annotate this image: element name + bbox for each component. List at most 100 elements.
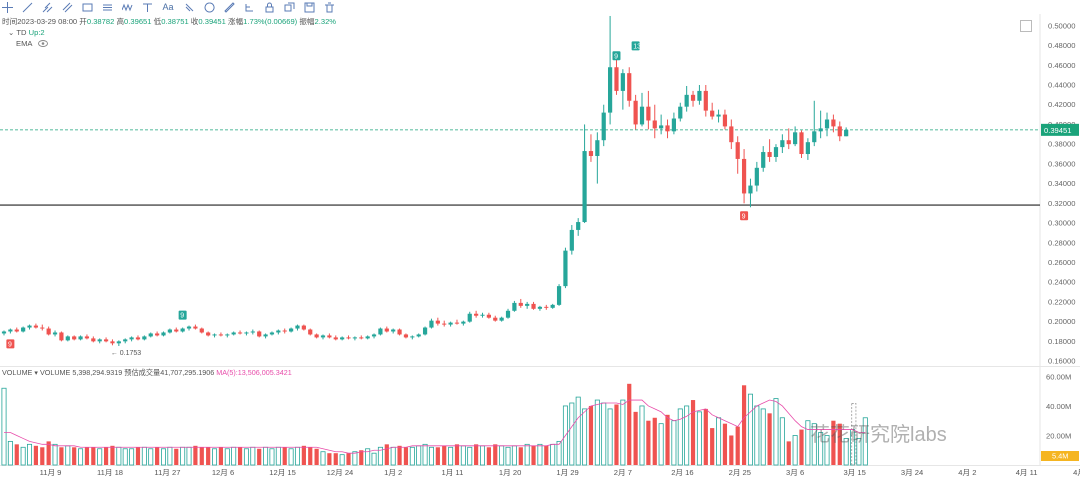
clone-icon[interactable] — [282, 1, 296, 13]
volume-bar — [269, 448, 275, 466]
volume-bar — [607, 408, 613, 466]
candle-body — [422, 327, 428, 335]
candle-body — [237, 332, 243, 334]
volume-bar — [346, 453, 351, 465]
volume-bar — [684, 405, 690, 466]
volume-bar — [805, 420, 811, 466]
candle-body — [773, 147, 779, 157]
candle-body — [620, 73, 625, 91]
candle-body — [493, 317, 498, 321]
volume-bar — [499, 445, 505, 466]
volume-bar — [46, 441, 51, 465]
candle-body — [352, 337, 357, 339]
candle-body — [257, 331, 262, 337]
volume-bar — [52, 443, 58, 466]
chevron-down-icon[interactable]: ▾ — [34, 368, 38, 377]
trash-icon[interactable] — [322, 1, 336, 13]
candle-body — [582, 151, 587, 223]
candle-body — [716, 114, 721, 117]
line-icon[interactable] — [20, 1, 34, 13]
candle-body — [659, 125, 664, 129]
chevron-down-icon[interactable]: ⌄ — [8, 28, 15, 37]
open-label: 开 — [79, 17, 87, 26]
td-indicator-legend[interactable]: ⌄ TD Up:2 — [8, 28, 45, 37]
low-price-annotation: ← 0.1753 — [111, 350, 141, 357]
fib-icon[interactable] — [182, 1, 196, 13]
td-marker — [631, 41, 640, 51]
candle-body — [403, 334, 409, 338]
volume-value: VOLUME 5,398,294.9319 — [39, 368, 123, 377]
candle-body — [84, 336, 90, 339]
measure-icon[interactable] — [242, 1, 256, 13]
td-marker-label: 13 — [633, 43, 641, 50]
volume-bar — [646, 420, 651, 465]
text-tool-icon[interactable] — [140, 1, 154, 13]
volume-bar — [409, 446, 415, 466]
price-axis-label: 0.46000 — [1048, 61, 1075, 70]
volume-bar — [735, 426, 740, 465]
candle-body — [429, 320, 434, 328]
low-value: 0.38751 — [161, 17, 189, 26]
date-axis-label: 4月 20 — [1073, 468, 1080, 477]
candle-body — [805, 142, 810, 155]
volume-bar — [155, 447, 160, 465]
multi-line-icon[interactable] — [40, 1, 54, 13]
price-axis-label: 0.16000 — [1048, 357, 1075, 366]
volume-bar — [729, 435, 734, 465]
volume-bar — [467, 446, 473, 466]
candle-body — [193, 326, 198, 329]
date-axis-label: 4月 11 — [1016, 468, 1038, 477]
volume-bar — [658, 423, 664, 466]
rectangle-icon[interactable] — [80, 1, 94, 13]
candle-body — [110, 341, 115, 344]
horizontal-lines-icon[interactable] — [100, 1, 114, 13]
candle-body — [608, 67, 613, 113]
ohlc-legend: 时间2023-03-29 08:00 开0.38782 高0.39651 低0.… — [2, 16, 336, 27]
volume-bar — [103, 447, 109, 465]
candle-body — [148, 333, 153, 337]
wave-icon[interactable] — [120, 1, 134, 13]
candle-body — [729, 126, 734, 143]
candle-body — [199, 328, 204, 333]
candle-body — [33, 325, 38, 328]
volume-bar — [365, 448, 371, 466]
ema-indicator-legend[interactable]: EMA — [16, 39, 49, 48]
crosshair-icon[interactable] — [0, 1, 14, 13]
fib-circle-icon[interactable] — [202, 1, 216, 13]
candle-body — [576, 222, 581, 230]
volume-bar — [212, 448, 218, 466]
volume-estimate-label: 预估成交量 — [124, 368, 161, 377]
candle-body — [155, 333, 160, 336]
volume-estimate: 41,707,295.1906 — [160, 368, 215, 377]
date-axis-label: 1月 2 — [384, 468, 402, 477]
volume-bar — [544, 445, 549, 465]
open-value: 0.38782 — [86, 17, 115, 26]
font-icon[interactable]: Aa — [162, 2, 174, 12]
eye-icon[interactable] — [38, 40, 49, 47]
volume-bar — [582, 408, 588, 466]
expand-icon[interactable] — [1020, 20, 1032, 32]
date-axis-label: 12月 15 — [269, 468, 296, 477]
parallel-channel-icon[interactable] — [60, 1, 74, 13]
volume-bar — [40, 447, 45, 465]
date-axis-label: 11月 18 — [97, 468, 123, 477]
price-axis-label: 0.22000 — [1048, 297, 1075, 306]
candle-body — [703, 90, 708, 111]
candle-body — [761, 152, 766, 168]
volume-bar — [824, 435, 830, 466]
volume-bar — [97, 448, 103, 466]
volume-bar — [486, 447, 491, 465]
volume-bar — [14, 444, 19, 465]
candle-body — [78, 336, 83, 340]
ruler-icon[interactable] — [222, 1, 236, 13]
low-label: 低 — [153, 17, 162, 26]
lock-icon[interactable] — [262, 1, 276, 13]
volume-bar — [754, 405, 760, 466]
volume-bar — [856, 438, 862, 466]
save-icon[interactable] — [302, 1, 316, 13]
volume-axis-label: 60.00M — [1046, 372, 1071, 381]
price-axis-label: 0.42000 — [1048, 100, 1075, 109]
volume-bar — [174, 448, 179, 465]
volume-bar — [627, 383, 632, 465]
